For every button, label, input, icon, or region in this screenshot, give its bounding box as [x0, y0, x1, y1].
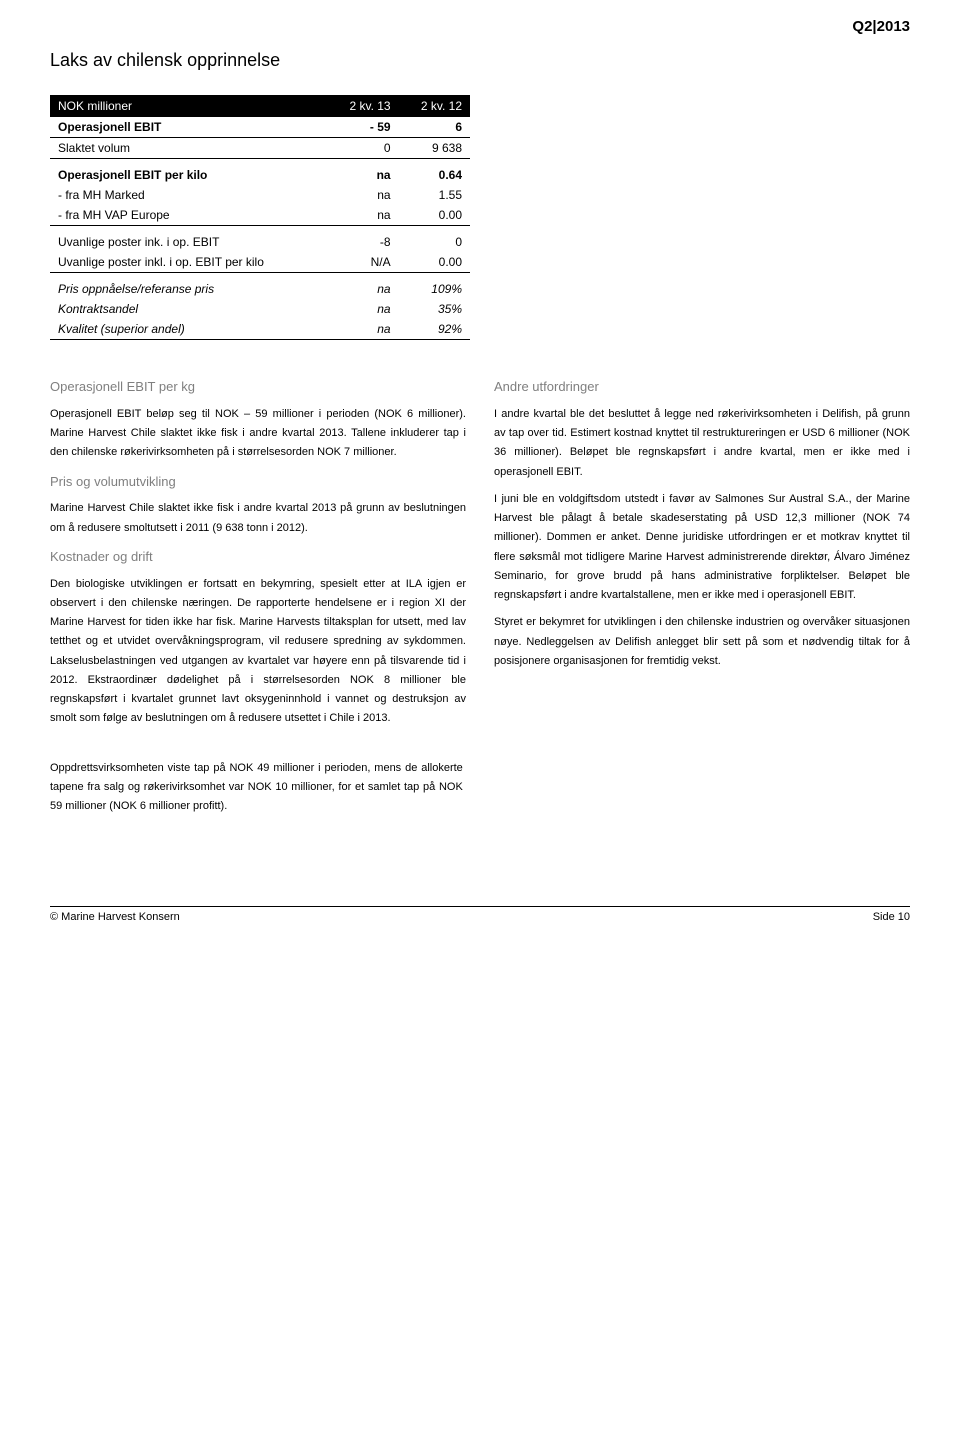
table-row: Operasjonell EBIT per kilona0.64	[50, 165, 470, 185]
col-q2-13: 2 kv. 13	[327, 95, 398, 117]
row-value: 6	[399, 117, 470, 138]
row-label: Pris oppnåelse/referanse pris	[50, 279, 327, 299]
row-value: 0.64	[399, 165, 470, 185]
row-label: Uvanlige poster inkl. i op. EBIT per kil…	[50, 252, 327, 273]
table-row: Uvanlige poster inkl. i op. EBIT per kil…	[50, 252, 470, 273]
row-value: 9 638	[399, 138, 470, 159]
subhead-pris-volum: Pris og volumutvikling	[50, 471, 466, 494]
table-header-row: NOK millioner 2 kv. 13 2 kv. 12	[50, 95, 470, 117]
row-label: Kontraktsandel	[50, 299, 327, 319]
section-title: Laks av chilensk opprinnelse	[50, 50, 910, 71]
para-andre-2: I juni ble en voldgiftsdom utstedt i fav…	[494, 490, 910, 606]
row-value: 0	[327, 138, 398, 159]
row-value: 35%	[399, 299, 470, 319]
para-kostnader: Den biologiske utviklingen er fortsatt e…	[50, 575, 466, 729]
bottom-summary: Oppdrettsvirksomheten viste tap på NOK 4…	[50, 759, 463, 817]
para-ebit-kg: Operasjonell EBIT beløp seg til NOK – 59…	[50, 405, 466, 463]
left-column: Operasjonell EBIT per kg Operasjonell EB…	[50, 368, 466, 737]
row-value: na	[327, 279, 398, 299]
col-label: NOK millioner	[50, 95, 327, 117]
table-row: Operasjonell EBIT- 596	[50, 117, 470, 138]
table-row: Uvanlige poster ink. i op. EBIT-80	[50, 232, 470, 252]
page-header-tag: Q2|2013	[852, 18, 910, 35]
table-row: Slaktet volum09 638	[50, 138, 470, 159]
row-value: -8	[327, 232, 398, 252]
para-andre-3: Styret er bekymret for utviklingen i den…	[494, 613, 910, 671]
row-value: na	[327, 205, 398, 226]
row-value: 0.00	[399, 252, 470, 273]
table-row: Kvalitet (superior andel)na92%	[50, 319, 470, 340]
table-row: - fra MH VAP Europena0.00	[50, 205, 470, 226]
table-row: Kontraktsandelna35%	[50, 299, 470, 319]
row-value: N/A	[327, 252, 398, 273]
footer-copyright: © Marine Harvest Konsern	[50, 911, 180, 923]
row-value: na	[327, 299, 398, 319]
row-label: - fra MH Marked	[50, 185, 327, 205]
para-andre-1: I andre kvartal ble det besluttet å legg…	[494, 405, 910, 482]
para-pris-volum: Marine Harvest Chile slaktet ikke fisk i…	[50, 499, 466, 538]
row-value: 0.00	[399, 205, 470, 226]
row-label: - fra MH VAP Europe	[50, 205, 327, 226]
row-value: - 59	[327, 117, 398, 138]
row-label: Kvalitet (superior andel)	[50, 319, 327, 340]
financials-table: NOK millioner 2 kv. 13 2 kv. 12 Operasjo…	[50, 95, 470, 340]
row-value: na	[327, 319, 398, 340]
col-q2-12: 2 kv. 12	[399, 95, 470, 117]
row-label: Operasjonell EBIT per kilo	[50, 165, 327, 185]
right-column: Andre utfordringer I andre kvartal ble d…	[494, 368, 910, 737]
row-value: 109%	[399, 279, 470, 299]
subhead-ebit-kg: Operasjonell EBIT per kg	[50, 376, 466, 399]
table-row: Pris oppnåelse/referanse prisna109%	[50, 279, 470, 299]
row-label: Operasjonell EBIT	[50, 117, 327, 138]
row-value: na	[327, 185, 398, 205]
subhead-kostnader: Kostnader og drift	[50, 546, 466, 569]
footer-page-number: Side 10	[873, 911, 910, 923]
subhead-andre: Andre utfordringer	[494, 376, 910, 399]
table-row: - fra MH Markedna1.55	[50, 185, 470, 205]
row-value: 92%	[399, 319, 470, 340]
row-value: 0	[399, 232, 470, 252]
page-footer: © Marine Harvest Konsern Side 10	[50, 906, 910, 923]
row-value: 1.55	[399, 185, 470, 205]
row-label: Uvanlige poster ink. i op. EBIT	[50, 232, 327, 252]
row-label: Slaktet volum	[50, 138, 327, 159]
two-column-layout: Operasjonell EBIT per kg Operasjonell EB…	[50, 368, 910, 737]
row-value: na	[327, 165, 398, 185]
